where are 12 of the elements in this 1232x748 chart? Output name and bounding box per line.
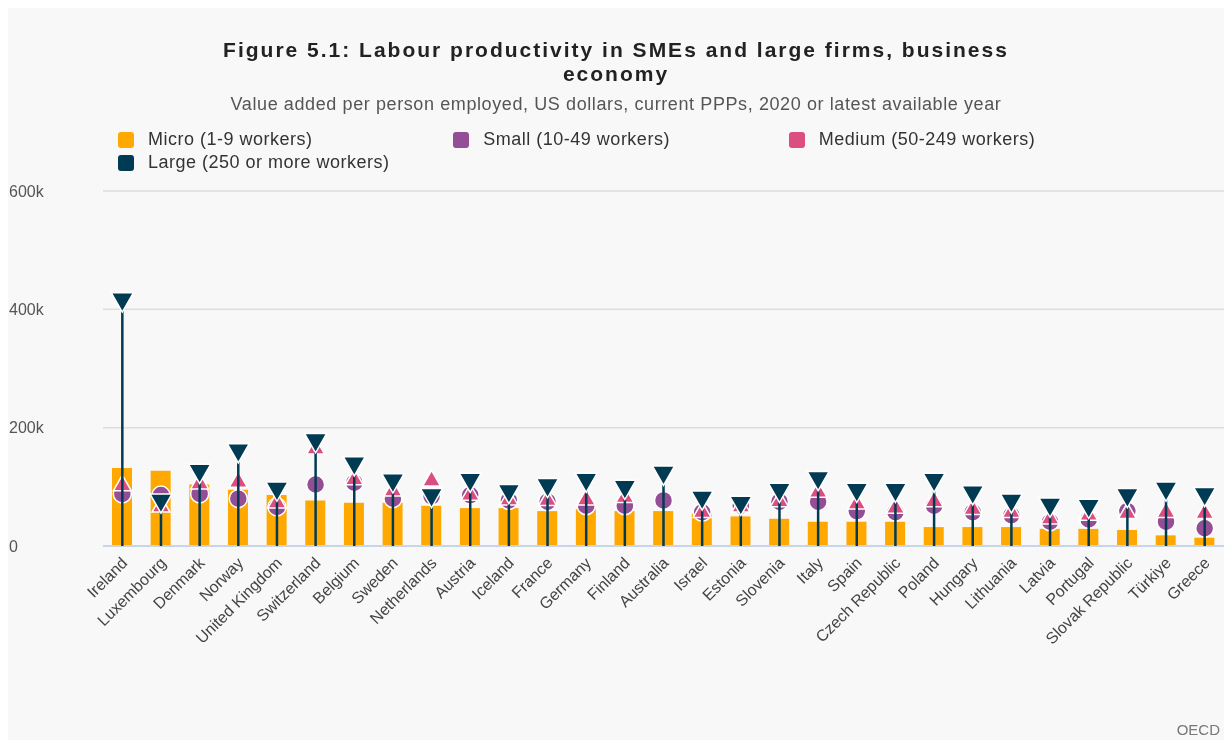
x-tick-label: Italy <box>793 554 827 587</box>
y-tick-label: 600k <box>9 182 45 200</box>
chart-title: Figure 5.1: Labour productivity in SMEs and large firms, business economy <box>222 37 1010 86</box>
y-tick-label: 200k <box>9 419 45 437</box>
chart-subtitle: Value added per person employed, US dollars, current PPPs, 2020 or latest available year <box>229 94 1003 115</box>
text: OECD <box>1176 721 1220 738</box>
legend-label: Micro (1-9 workers) <box>148 129 313 150</box>
legend-label: Small (10-49 workers) <box>483 129 670 150</box>
y-tick-label: 0 <box>9 537 18 555</box>
y-tick-label: 400k <box>9 301 45 319</box>
legend-label: Large (250 or more workers) <box>148 152 390 173</box>
legend-label: Medium (50-249 workers) <box>818 129 1036 150</box>
